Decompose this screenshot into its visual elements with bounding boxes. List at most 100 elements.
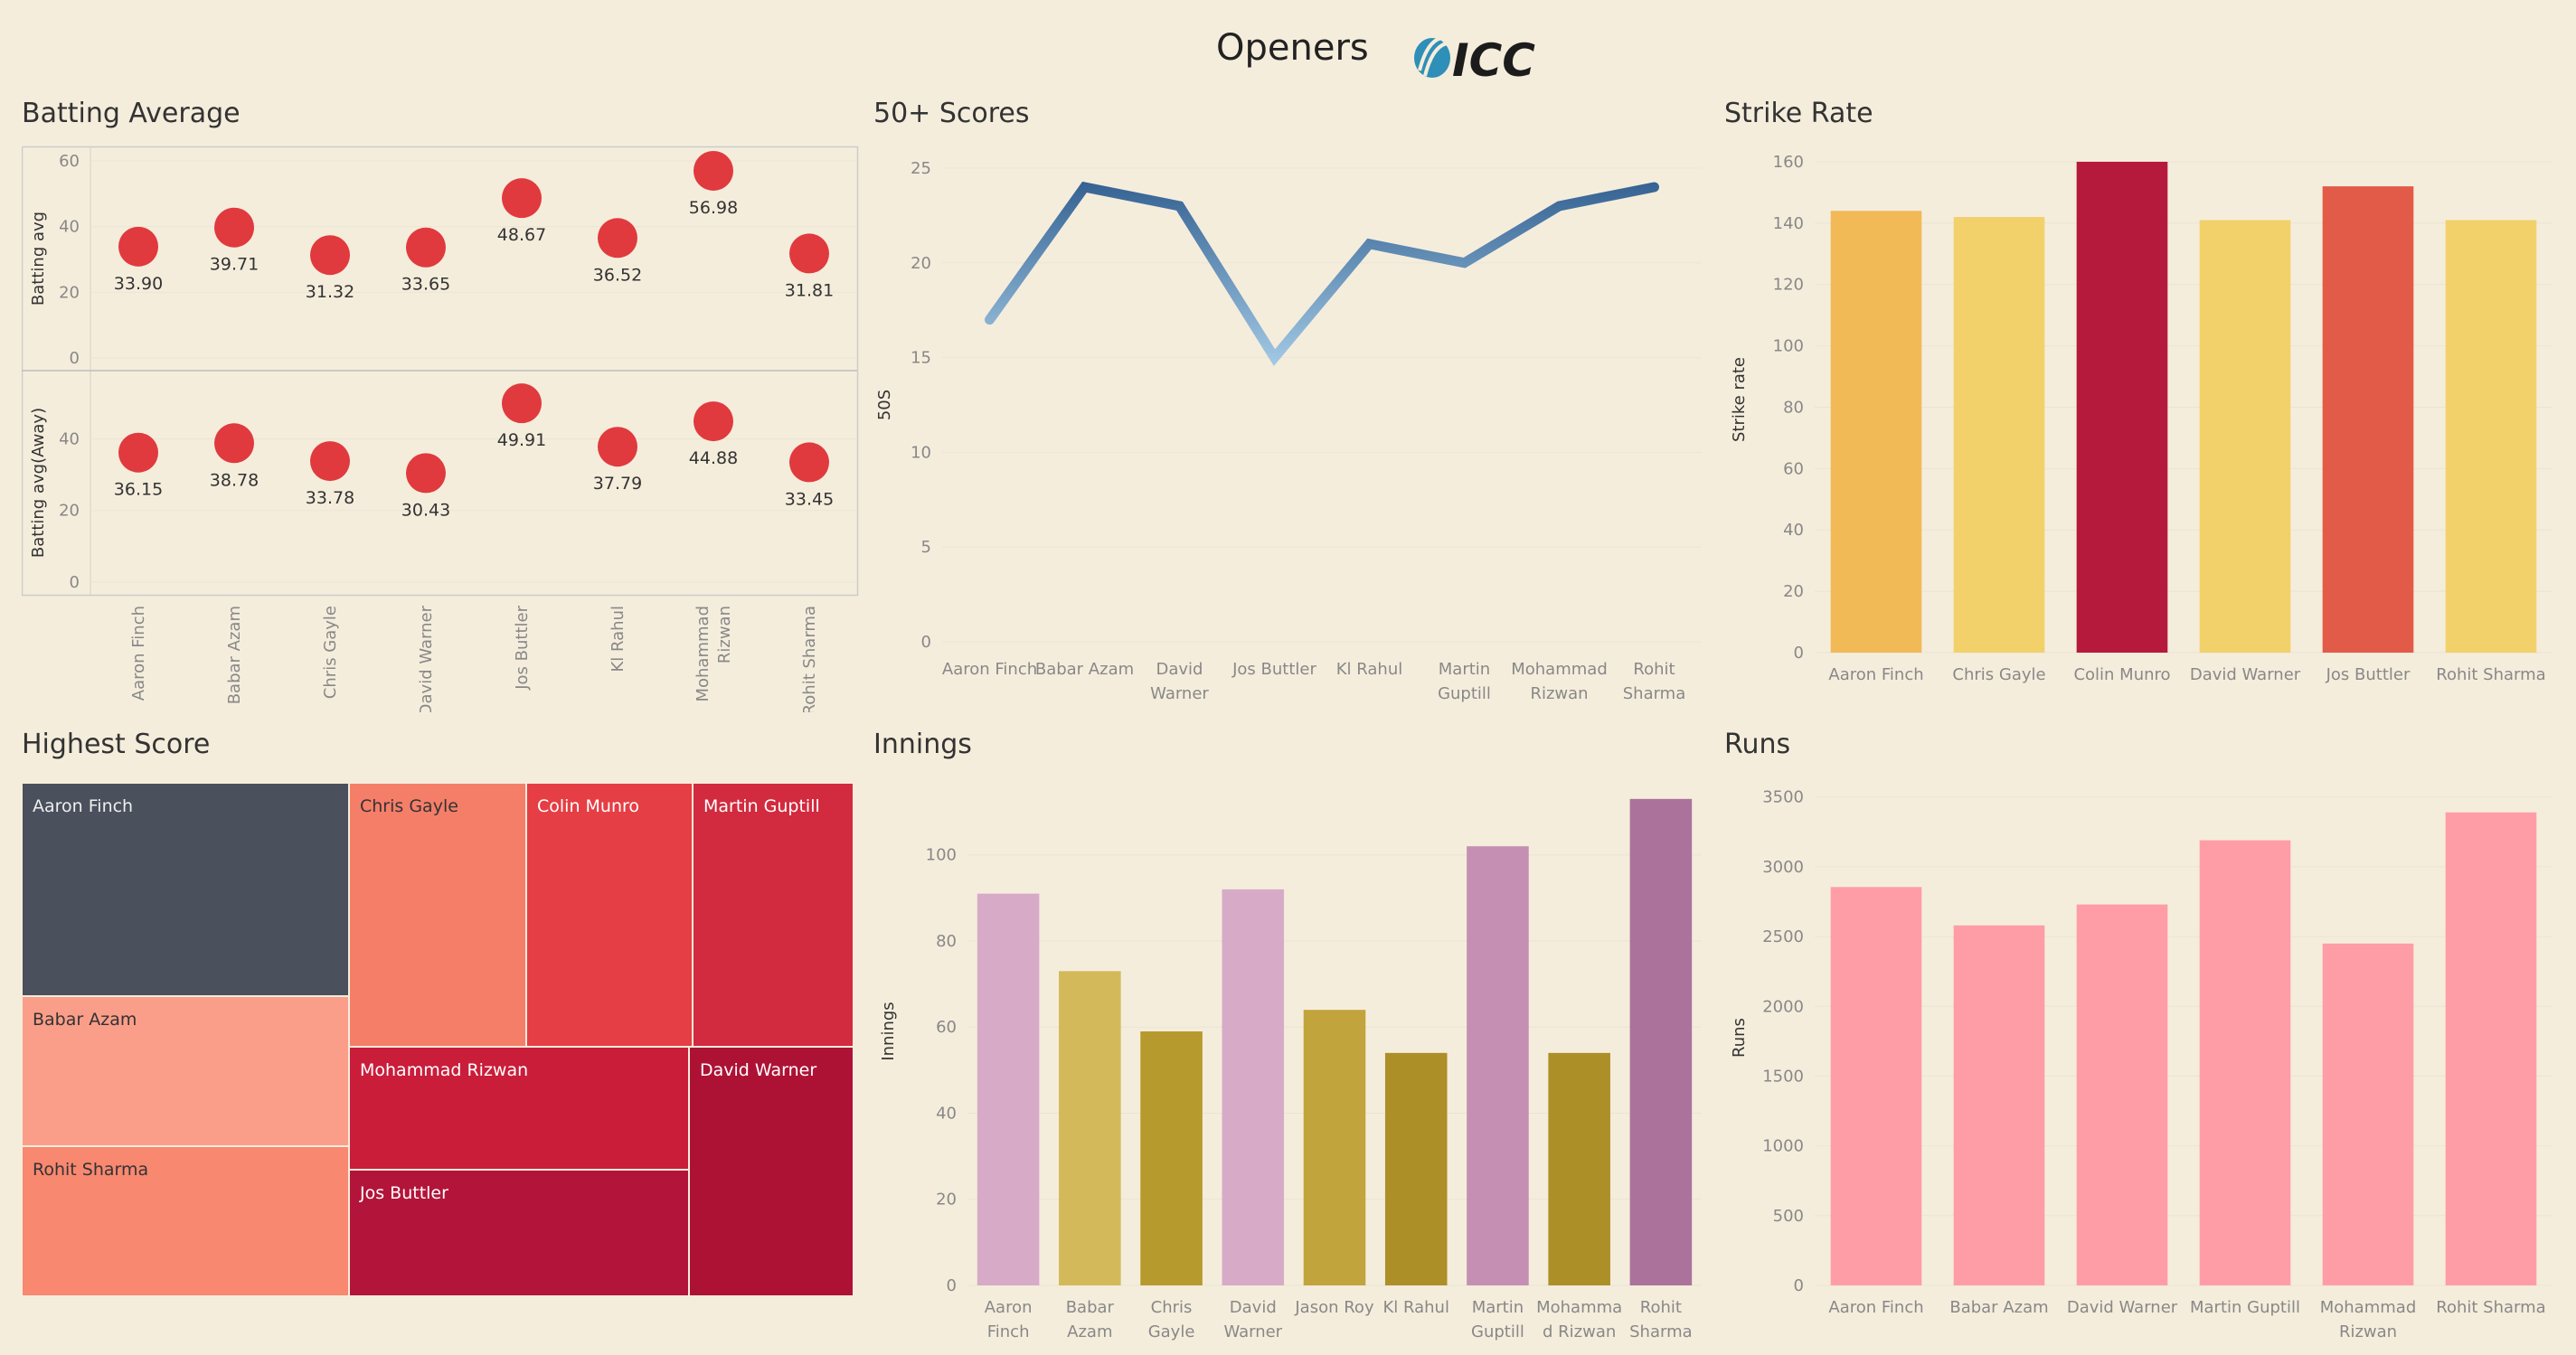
fifty-x-tick-kl-rahul: Kl Rahul [1336, 660, 1403, 679]
batting-dot-babar-azam [214, 207, 254, 248]
dashboard-title: Openers [1216, 27, 1369, 69]
runs-panel: Runs 0 500 1000 1500 2000 2500 3000 3500 Runs Aar… [1724, 729, 2565, 1352]
innings-y-tick: 20 [936, 1190, 957, 1209]
fifty-plus-title: 50+ Scores [873, 98, 1030, 129]
batting-average-chart: 0 20 40 60 Batting avg 33.90 39.71 31.32 33.65 48… [22, 146, 859, 712]
strike_rate-x-tick-david-warner: David Warner [2190, 665, 2301, 684]
batting-dot-david-warner [406, 453, 446, 494]
strike-rate-panel: Strike Rate 0 20 40 60 80 100 120 140 160 Strike … [1724, 98, 2565, 712]
fifty-x-tick-martin-guptill: Guptill [1438, 684, 1491, 703]
batting-y-tick: 40 [59, 429, 80, 448]
treemap-tile-chris-gayle [348, 782, 527, 1048]
strike_rate-y-tick: 60 [1783, 459, 1804, 478]
innings-x-tick-mohammad-rizwan: Mohamma [1536, 1298, 1622, 1317]
fifty-x-tick-mohammad-rizwan: Mohammad [1511, 660, 1608, 679]
runs-bar-babar-azam [1953, 925, 2045, 1285]
strike_rate-x-tick-jos-buttler: Jos Buttler [2326, 665, 2411, 684]
treemap-label-colin-munro: Colin Munro [537, 796, 639, 816]
runs-y-tick: 2500 [1762, 927, 1804, 946]
batting-dot-mohammad-rizwan [694, 401, 733, 442]
strike_rate-bar-colin-munro [2076, 161, 2168, 653]
innings-x-tick-aaron-finch: Finch [987, 1322, 1030, 1341]
fifty-x-tick-aaron-finch: Aaron Finch [942, 660, 1037, 679]
innings-x-tick-babar-azam: Azam [1067, 1322, 1112, 1341]
batting-y-tick: 0 [70, 573, 80, 592]
innings-x-tick-rohit-sharma: Rohit [1640, 1298, 1682, 1317]
runs-x-tick-babar-azam: Babar Azam [1949, 1298, 2048, 1317]
fifty-y-tick: 5 [921, 538, 931, 557]
batting-y-tick: 20 [59, 502, 80, 521]
batting-x-tick-mohammad-rizwan: Rizwan [715, 606, 734, 663]
batting-dot-david-warner [406, 227, 446, 268]
batting-value-label: 31.32 [306, 282, 354, 302]
runs-bar-rohit-sharma [2445, 812, 2537, 1285]
innings-x-tick-kl-rahul: Kl Rahul [1382, 1298, 1449, 1317]
batting-value-label: 56.98 [689, 198, 738, 218]
innings-y-tick: 80 [936, 932, 957, 951]
batting-dot-babar-azam [214, 423, 254, 464]
strike_rate-bar-chris-gayle [1953, 217, 2045, 653]
strike_rate-bar-aaron-finch [1830, 211, 1922, 653]
batting-x-tick-chris-gayle: Chris Gayle [321, 606, 340, 699]
runs-title: Runs [1724, 729, 1791, 760]
treemap-label-chris-gayle: Chris Gayle [360, 796, 458, 816]
batting-dot-kl-rahul [598, 218, 637, 259]
strike_rate-y-tick: 120 [1773, 276, 1804, 295]
runs-bar-mohammad-rizwan [2322, 943, 2414, 1285]
fifty-x-tick-martin-guptill: Martin [1439, 660, 1490, 679]
fifty-y-tick: 15 [911, 349, 931, 368]
runs-bar-david-warner [2076, 904, 2168, 1285]
treemap-tile-colin-munro [525, 782, 694, 1048]
innings-x-tick-mohammad-rizwan: d Rizwan [1543, 1322, 1616, 1341]
innings-y-tick: 60 [936, 1018, 957, 1037]
innings-x-tick-rohit-sharma: Sharma [1629, 1322, 1693, 1341]
strike_rate-y-label: Strike rate [1730, 357, 1749, 442]
innings-x-tick-aaron-finch: Aaron [985, 1298, 1033, 1317]
batting-value-label: 33.65 [401, 275, 450, 295]
innings-bar-rohit-sharma [1629, 798, 1693, 1285]
batting-dot-rohit-sharma [789, 442, 829, 483]
strike_rate-y-tick: 20 [1783, 582, 1804, 601]
batting-y-tick: 60 [59, 152, 80, 171]
innings-x-tick-martin-guptill: Guptill [1471, 1322, 1524, 1341]
runs-y-tick: 0 [1794, 1276, 1804, 1295]
fifty-plus-panel: 50+ Scores 0 5 10 15 20 25 50S Aaron Finch Babar… [873, 98, 1714, 712]
fifty-x-tick-david-warner: David [1156, 660, 1203, 679]
batting-x-tick-rohit-sharma: Rohit Sharma [800, 606, 819, 712]
innings-panel: Innings 0 20 40 60 80 100 Innings Aaron Finch Bab… [873, 729, 1714, 1352]
runs-x-tick-aaron-finch: Aaron Finch [1828, 1298, 1923, 1317]
batting-x-tick-babar-azam: Babar Azam [225, 606, 244, 704]
batting-x-tick-jos-buttler: Jos Buttler [513, 605, 532, 690]
runs-y-label: Runs [1730, 1018, 1749, 1058]
batting-dot-aaron-finch [118, 226, 158, 267]
innings-bar-chris-gayle [1140, 1031, 1203, 1285]
fifty-y-tick: 10 [911, 443, 931, 462]
innings-chart: 0 20 40 60 80 100 Innings Aaron Finch Babar Azam Ch… [879, 798, 1702, 1341]
icc-logo: ICC [1414, 34, 1535, 87]
runs-x-tick-mohammad-rizwan: Mohammad [2320, 1298, 2417, 1317]
runs-x-tick-david-warner: David Warner [2067, 1298, 2178, 1317]
runs-chart: 0 500 1000 1500 2000 2500 3000 3500 Runs Aaron Fi… [1730, 788, 2552, 1341]
innings-x-tick-chris-gayle: Chris [1151, 1298, 1193, 1317]
strike_rate-bar-rohit-sharma [2445, 220, 2537, 654]
fifty-x-tick-david-warner: Warner [1150, 684, 1209, 703]
batting-dot-aaron-finch [118, 432, 158, 473]
fifty-y-tick: 25 [911, 159, 931, 178]
highest-score-treemap: Aaron Finch Babar Azam Rohit Sharma Chris G… [22, 782, 854, 1297]
batting-value-label: 44.88 [689, 448, 738, 468]
treemap-label-david-warner: David Warner [700, 1060, 816, 1080]
runs-y-tick: 3000 [1762, 858, 1804, 877]
treemap-label-mohammad-rizwan: Mohammad Rizwan [360, 1060, 528, 1080]
runs-y-tick: 2000 [1762, 997, 1804, 1016]
innings-y-label: Innings [879, 1002, 898, 1060]
fifty-y-tick: 20 [911, 254, 931, 273]
innings-bar-mohammad-rizwan [1548, 1052, 1610, 1285]
batting-value-label: 36.15 [114, 480, 163, 500]
fifty-y-tick: 0 [921, 633, 931, 652]
treemap-label-rohit-sharma: Rohit Sharma [33, 1160, 148, 1180]
runs-x-tick-martin-guptill: Martin Guptill [2190, 1298, 2300, 1317]
batting-dot-chris-gayle [310, 235, 350, 276]
strike_rate-y-tick: 0 [1794, 644, 1804, 663]
strike_rate-bar-david-warner [2199, 220, 2291, 654]
